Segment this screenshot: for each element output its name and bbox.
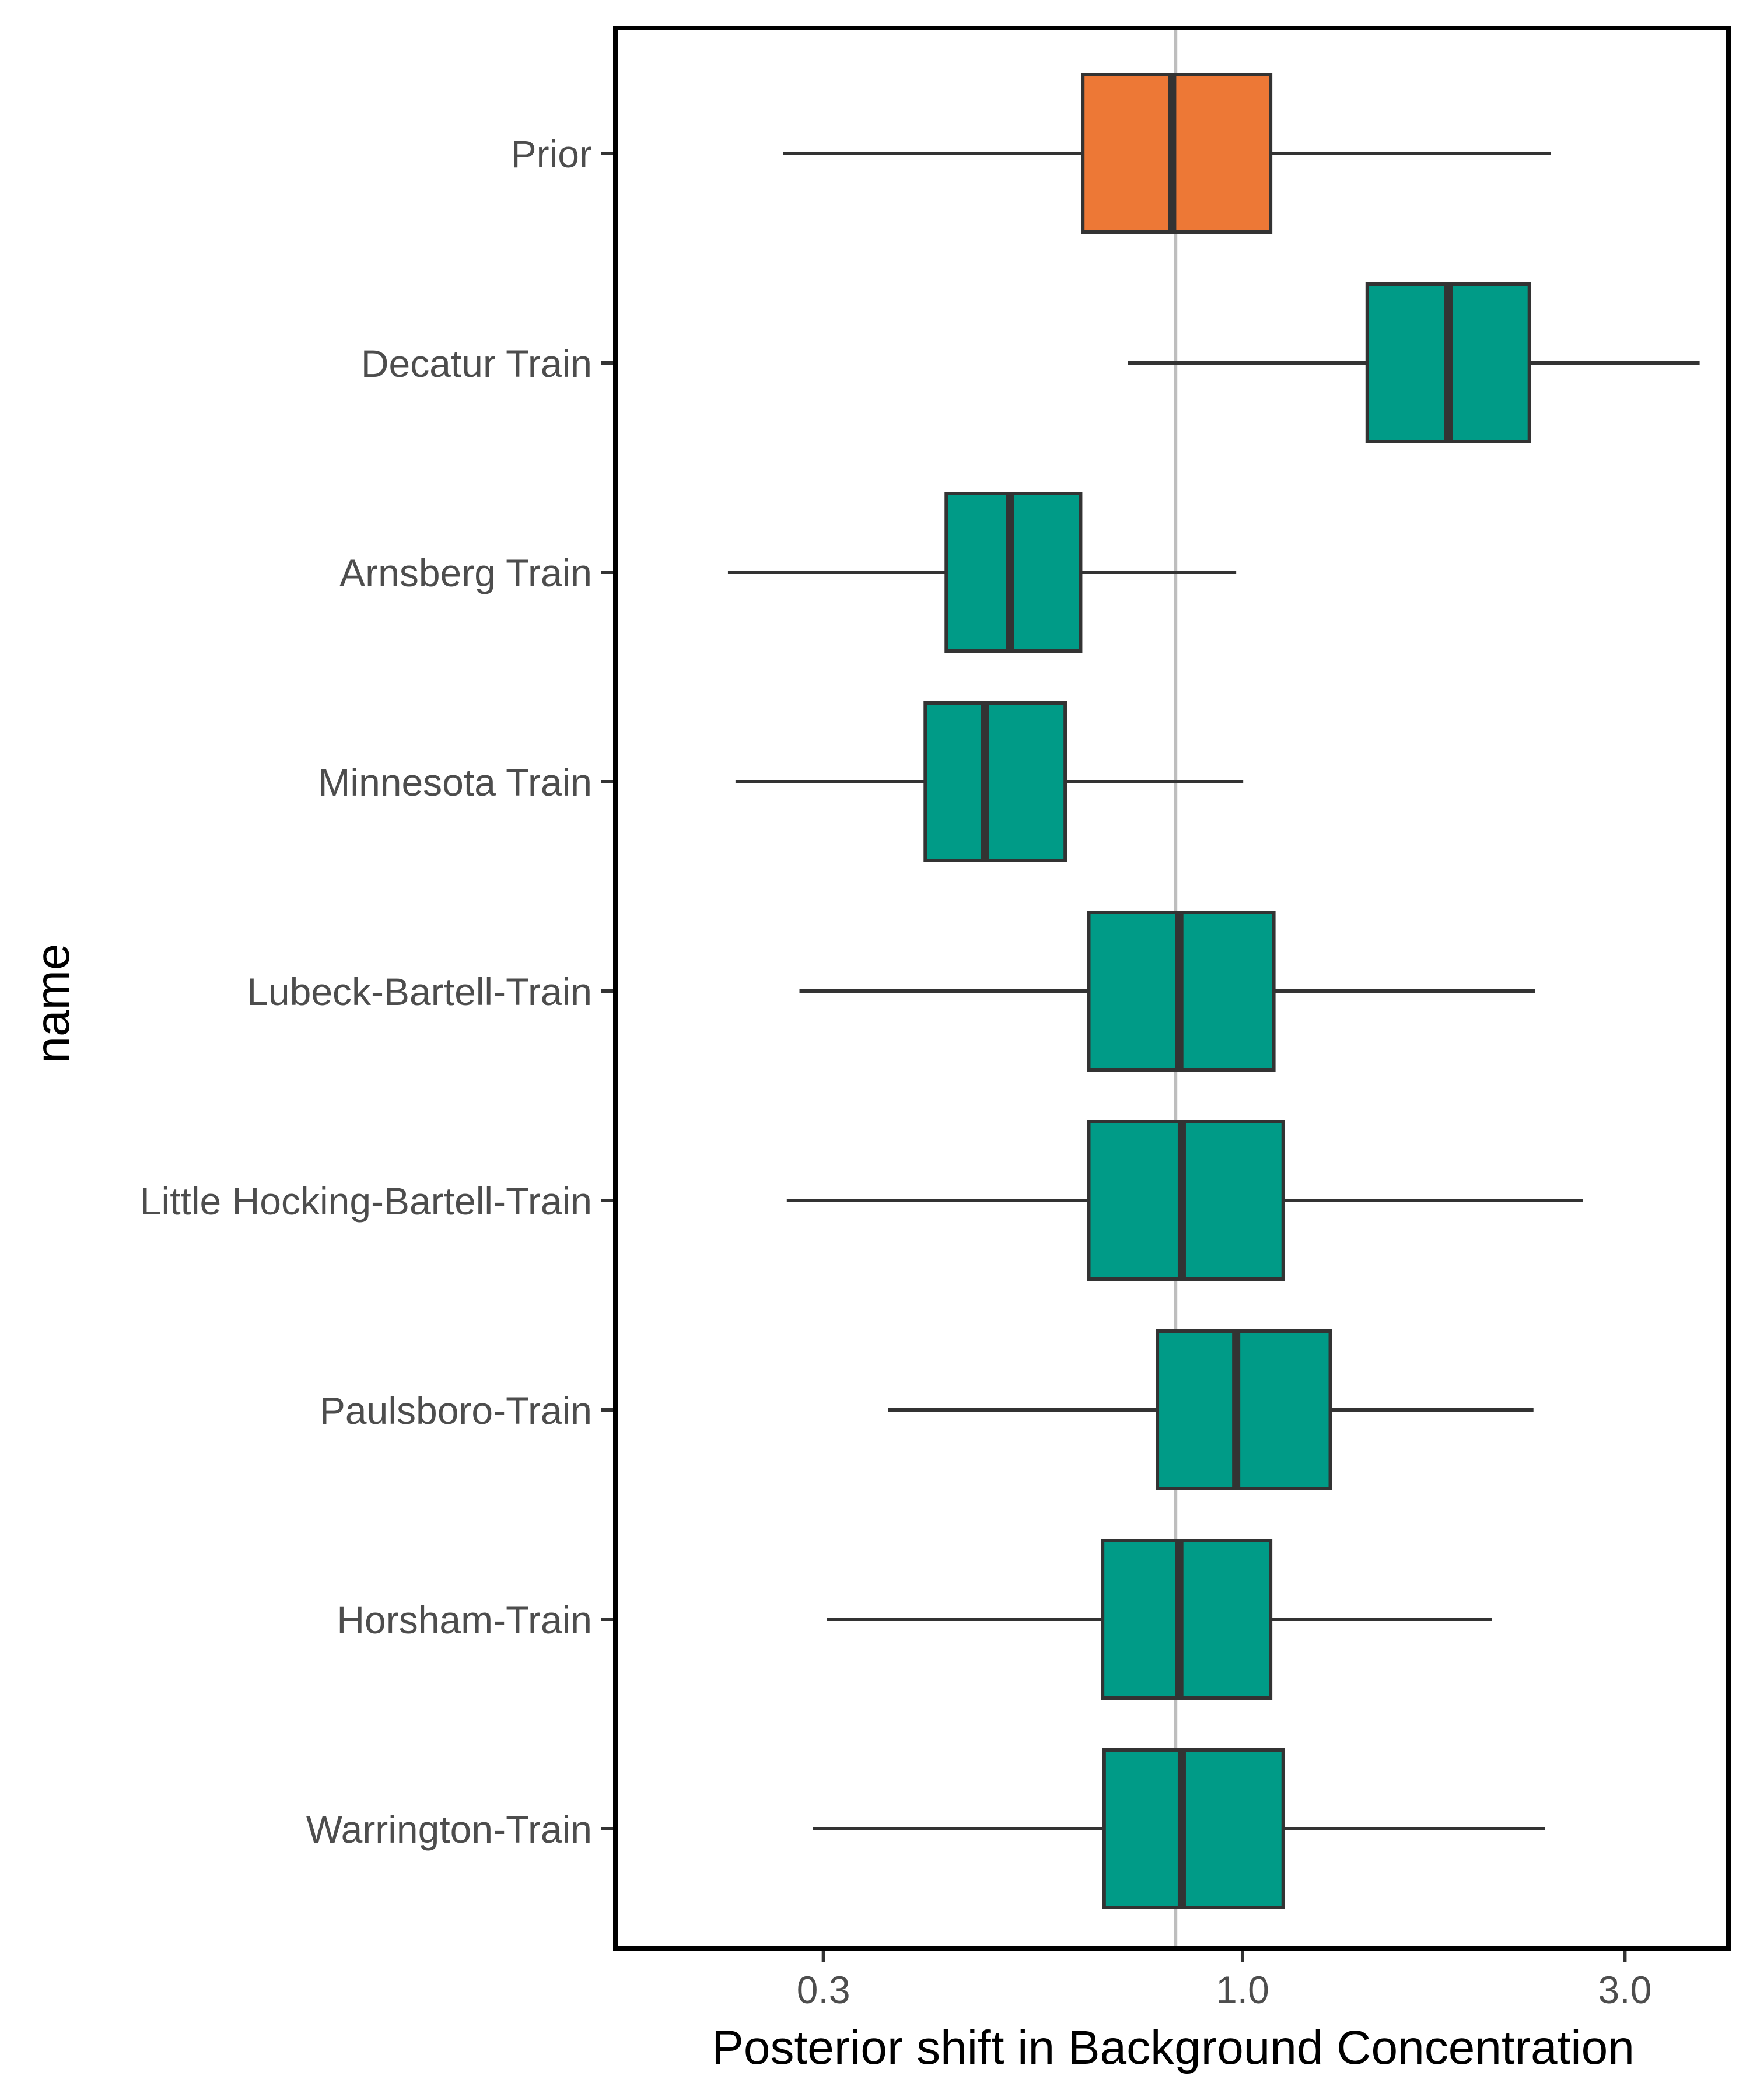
plot-panel — [613, 26, 1731, 1951]
y-tick-label: Warrington-Train — [306, 1808, 592, 1851]
box-layer — [727, 73, 1700, 1909]
x-tick-label: 3.0 — [1598, 1968, 1652, 2011]
box-little-hocking-bartell-train — [786, 1120, 1583, 1281]
iqr-box — [1081, 73, 1273, 234]
y-tick-label: Little Hocking-Bartell-Train — [140, 1180, 592, 1223]
box-minnesota-train — [735, 701, 1244, 862]
y-tick-label: Decatur Train — [361, 342, 592, 385]
y-axis-title: name — [26, 943, 79, 1063]
box-arnsberg-train — [727, 492, 1237, 653]
iqr-box — [923, 701, 1068, 862]
x-tick-label: 1.0 — [1216, 1968, 1269, 2011]
box-horsham-train — [827, 1539, 1492, 1700]
iqr-box — [1102, 1748, 1285, 1909]
iqr-box — [1101, 1539, 1273, 1700]
box-warrington-train — [813, 1748, 1545, 1909]
y-tick-label: Paulsboro-Train — [320, 1389, 592, 1432]
y-tick-label: Lubeck-Bartell-Train — [247, 970, 592, 1013]
iqr-box — [1156, 1329, 1332, 1490]
y-tick-label: Prior — [511, 132, 592, 176]
iqr-box — [1087, 1120, 1285, 1281]
y-tick-label: Horsham-Train — [337, 1598, 592, 1642]
x-tick-label: 0.3 — [797, 1968, 850, 2011]
y-tick-label: Arnsberg Train — [340, 551, 592, 594]
axis-layer: Prior Decatur Train Arnsberg Train Minnesot… — [140, 132, 1651, 2011]
x-axis-title: Posterior shift in Background Concentrat… — [712, 2021, 1634, 2074]
box-lubeck-bartell-train — [799, 911, 1535, 1072]
y-tick-label: Minnesota Train — [318, 761, 592, 804]
box-paulsboro-train — [888, 1329, 1534, 1490]
box-prior — [783, 73, 1551, 234]
panel-border — [613, 26, 1731, 1951]
box-decatur-train — [1128, 282, 1700, 443]
